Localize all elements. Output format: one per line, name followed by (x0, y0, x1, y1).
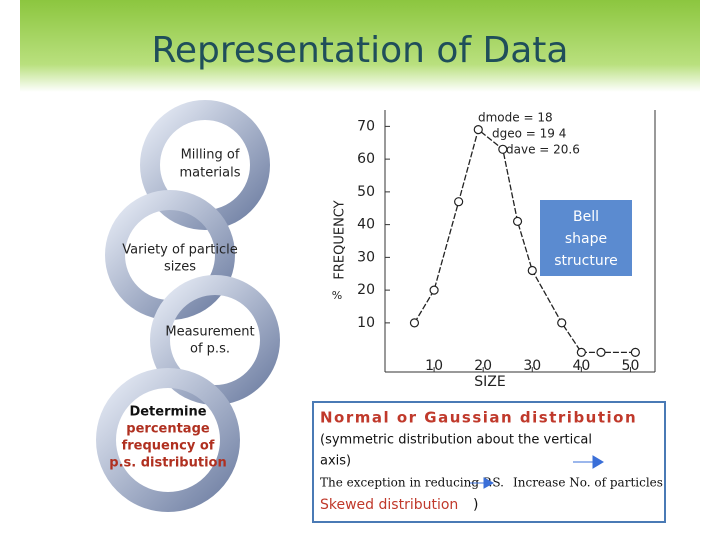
cycle-labels: Milling of materials Variety of particle si… (109, 148, 254, 471)
annotation: dgeo = 19 4 (492, 127, 566, 141)
cycle-label: percentage (126, 422, 210, 437)
exception-text: The exception in reducing P.S. (320, 476, 504, 490)
x-tick-label: 40 (572, 358, 590, 374)
callout-text: Bell (573, 209, 599, 225)
x-tick-label: 50 (622, 358, 640, 374)
annotation: dmode = 18 (478, 111, 553, 125)
skewed-text: Skewed distribution (320, 497, 458, 513)
callout-text: structure (554, 253, 618, 269)
y-tick-label: 40 (357, 217, 375, 233)
percent-label: % (332, 289, 342, 302)
y-tick-label: 10 (357, 315, 375, 331)
point (576, 347, 586, 357)
y-tick-label: 20 (357, 282, 375, 298)
y-tick-label: 50 (357, 184, 375, 200)
y-tick-label: 70 (357, 118, 375, 134)
point (512, 216, 523, 226)
note-line: axis) (320, 454, 351, 469)
note-heading: Normal or Gaussian distribution (320, 409, 637, 427)
close-paren: ) (473, 497, 478, 513)
point (557, 318, 567, 328)
note-box (312, 401, 666, 523)
slide-title: Representation of Data (152, 30, 569, 71)
x-tick-label: 30 (523, 358, 541, 374)
arrow (573, 455, 604, 469)
point (473, 125, 483, 135)
y-tick-label: 30 (357, 249, 375, 265)
callout-text: shape (565, 231, 607, 247)
point (409, 318, 420, 328)
title-band (20, 0, 700, 92)
ring (96, 368, 240, 512)
point (429, 285, 439, 295)
x-tick-label: 10 (425, 358, 443, 374)
x-axis-label: SIZE (474, 374, 505, 390)
cycle-label: p.s. distribution (109, 456, 226, 471)
point (498, 144, 508, 154)
annotation: dave = 20.6 (506, 143, 580, 157)
point (454, 197, 464, 207)
point (596, 347, 606, 357)
chart: 10 20 30 40 50 60 70 10 20 30 40 50 SIZE FREQUENCY% dm… (332, 110, 656, 390)
point (630, 347, 640, 357)
cycle-label: Variety of particle (122, 243, 237, 258)
callout: Bell shape structure (554, 209, 618, 269)
cycle-label: sizes (164, 260, 196, 275)
cycle-label: Milling of (181, 148, 240, 163)
point (527, 265, 537, 276)
cycle-rings (96, 100, 280, 512)
cycle-label: Determine (129, 405, 206, 420)
arrow (470, 477, 495, 489)
cycle-label: frequency of (122, 439, 215, 454)
x-tick-label: 20 (474, 358, 492, 374)
increase-text: Increase No. of particles (513, 476, 663, 490)
y-axis-label: FREQUENCY (333, 200, 348, 279)
cycle-label: of p.s. (190, 342, 230, 357)
y-tick-label: 60 (357, 151, 375, 167)
note-line: (symmetric distribution about the vertic… (320, 433, 592, 448)
cycle-label: materials (179, 166, 240, 181)
cycle-label: Measurement (165, 325, 254, 340)
callout-box (540, 200, 632, 276)
